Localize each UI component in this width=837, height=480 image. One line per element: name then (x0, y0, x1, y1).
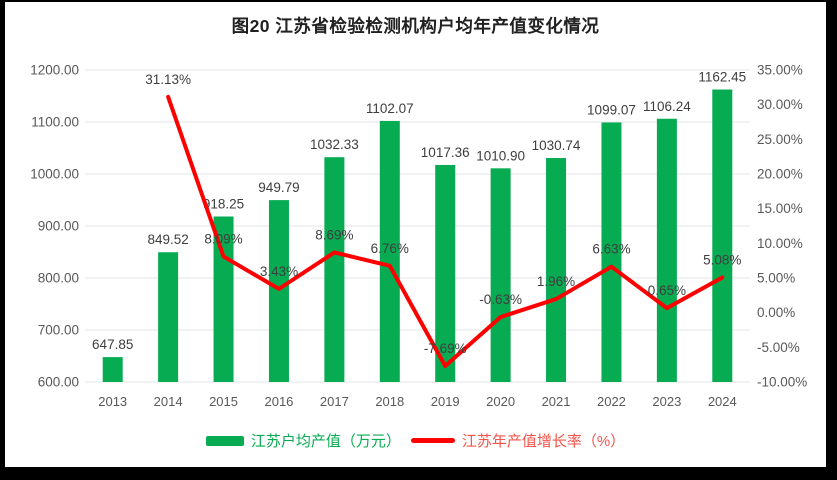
y-right-tick-label: -10.00% (757, 375, 807, 390)
growth-value-label: -7.69% (424, 341, 467, 356)
y-right-tick-label: 20.00% (757, 167, 803, 182)
bar-2016 (268, 200, 289, 382)
y-right-tick-label: 25.00% (757, 132, 803, 147)
x-tick-label: 2013 (98, 394, 127, 409)
y-right-tick-label: 0.00% (757, 305, 795, 320)
frame-edge-bottom (0, 467, 837, 480)
x-tick-label: 2016 (264, 394, 293, 409)
x-tick-label: 2018 (375, 394, 404, 409)
bar-value-label: 1099.07 (587, 102, 636, 117)
bar-value-label: 1102.07 (366, 101, 414, 116)
bar-value-label: 1010.90 (476, 148, 525, 163)
frame-edge-left (0, 0, 5, 480)
x-tick-label: 2015 (209, 394, 238, 409)
chart-title: 图20 江苏省检验检测机构户均年产值变化情况 (231, 16, 600, 36)
bar-2022 (601, 122, 622, 383)
growth-value-label: -0.63% (479, 292, 522, 307)
bar-value-label: 1030.74 (532, 138, 581, 153)
chart-legend: 江苏户均产值（万元） 江苏年产值增长率（%） (5, 430, 826, 451)
legend-item-bar-series: 江苏户均产值（万元） (205, 430, 401, 451)
growth-rate-line (166, 94, 725, 368)
y-right-tick-label: 5.00% (757, 271, 795, 286)
bar-value-label: 1162.45 (698, 70, 746, 85)
y-right-tick-label: -5.00% (757, 340, 800, 355)
x-tick-label: 2024 (708, 394, 737, 409)
bar-value-label: 918.25 (203, 197, 244, 212)
growth-value-label: 6.76% (371, 241, 409, 256)
frame-edge-top (0, 0, 837, 2)
growth-value-label: 3.43% (260, 264, 298, 279)
y-left-tick-label: 1000.00 (30, 167, 79, 182)
bar-2023 (656, 118, 677, 383)
y-left-tick-label: 1100.00 (31, 115, 79, 130)
y-right-tick-label: 10.00% (757, 236, 803, 251)
line-series-swatch-icon (410, 438, 455, 443)
bar-value-label: 1032.33 (310, 137, 359, 152)
bar-2021 (546, 158, 567, 382)
y-left-tick-label: 700.00 (38, 323, 79, 338)
bar-value-label: 949.79 (258, 180, 299, 195)
legend-item-line-series: 江苏年产值增长率（%） (410, 430, 626, 451)
y-left-tick-label: 800.00 (38, 271, 79, 286)
growth-value-label: 8.69% (315, 227, 353, 242)
bar-2017 (324, 157, 345, 382)
growth-value-label: 1.96% (537, 274, 575, 289)
frame-edge-right (826, 0, 837, 480)
x-tick-label: 2022 (597, 394, 626, 409)
x-tick-label: 2023 (652, 394, 681, 409)
bar-value-label: 849.52 (147, 232, 188, 247)
legend-line-label: 江苏年产值增长率（%） (461, 433, 626, 450)
bar-2013 (102, 357, 123, 382)
bar-2020 (490, 168, 511, 382)
x-tick-label: 2017 (320, 394, 349, 409)
bar-2014 (158, 252, 179, 382)
y-right-tick-label: 15.00% (757, 201, 803, 216)
y-right-tick-label: 30.00% (757, 97, 803, 112)
bar-2019 (435, 164, 456, 382)
growth-value-label: 6.63% (592, 242, 630, 257)
x-tick-label: 2014 (154, 394, 183, 409)
legend-bar-label: 江苏户均产值（万元） (250, 433, 401, 450)
y-left-tick-label: 600.00 (38, 375, 79, 390)
growth-value-label: 0.65% (648, 283, 686, 298)
y-left-tick-label: 1200.00 (30, 63, 79, 78)
bar-2018 (379, 120, 400, 383)
x-tick-label: 2019 (431, 394, 460, 409)
x-tick-label: 2020 (486, 394, 515, 409)
x-tick-label: 2021 (542, 394, 571, 409)
y-left-tick-label: 900.00 (38, 219, 79, 234)
bar-series-swatch-icon (205, 435, 244, 446)
bar-value-label: 1017.36 (421, 145, 470, 160)
bar-2024 (712, 89, 733, 382)
growth-value-label: 5.08% (703, 252, 741, 267)
bar-value-label: 1106.24 (643, 99, 691, 114)
growth-value-label: 31.13% (145, 72, 191, 87)
growth-value-label: 8.09% (204, 232, 242, 247)
y-right-tick-label: 35.00% (757, 63, 803, 78)
bar-value-label: 647.85 (92, 337, 133, 352)
